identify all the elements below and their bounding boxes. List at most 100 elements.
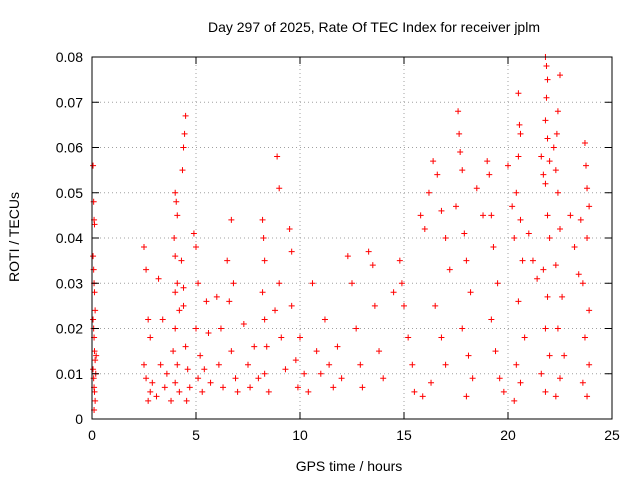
data-point <box>172 253 179 260</box>
data-point <box>338 375 345 382</box>
data-point <box>173 198 180 205</box>
data-point <box>261 316 268 323</box>
data-point <box>398 280 405 287</box>
data-point <box>359 384 366 391</box>
data-point <box>473 185 480 192</box>
data-point <box>586 307 593 314</box>
data-point <box>405 334 412 341</box>
data-point <box>543 94 550 101</box>
data-point <box>567 212 574 219</box>
data-point <box>419 393 426 400</box>
data-point <box>176 307 183 314</box>
data-point <box>519 257 526 264</box>
data-point <box>276 185 283 192</box>
data-point <box>542 117 549 124</box>
y-tick-label: 0 <box>75 411 83 427</box>
data-point <box>554 325 561 332</box>
data-point <box>245 361 251 368</box>
data-point <box>141 244 147 251</box>
data-point <box>180 284 187 291</box>
data-point <box>259 289 266 296</box>
data-point <box>425 189 432 196</box>
data-point <box>365 248 372 255</box>
data-point <box>544 293 551 300</box>
data-point <box>92 397 99 404</box>
x-tick-label: 25 <box>604 427 620 443</box>
data-point <box>546 158 553 165</box>
data-point <box>579 280 586 287</box>
x-axis-label: GPS time / hours <box>296 458 403 474</box>
data-point <box>161 384 168 391</box>
data-point <box>261 257 268 264</box>
data-point <box>575 271 582 278</box>
data-point <box>515 298 522 305</box>
data-point <box>409 361 416 368</box>
data-point <box>163 370 170 377</box>
data-point <box>484 158 491 165</box>
data-point <box>488 212 495 219</box>
data-point <box>90 316 97 323</box>
data-point <box>344 253 351 260</box>
data-point <box>172 189 179 196</box>
data-point <box>438 334 445 341</box>
data-point <box>288 302 295 309</box>
data-point <box>282 366 289 373</box>
data-point <box>170 348 177 355</box>
data-point <box>317 370 324 377</box>
data-point <box>552 167 559 174</box>
data-point <box>92 357 99 364</box>
chart-title: Day 297 of 2025, Rate Of TEC Index for r… <box>208 19 540 35</box>
data-point <box>577 216 584 223</box>
data-point <box>92 307 99 314</box>
data-point <box>180 144 187 151</box>
data-point <box>428 379 435 386</box>
data-point <box>357 361 364 368</box>
data-point <box>517 216 524 223</box>
data-point <box>584 235 591 241</box>
data-point <box>141 361 147 368</box>
data-point <box>182 343 189 350</box>
data-point <box>521 334 528 341</box>
data-point <box>286 225 293 232</box>
data-point <box>197 352 204 359</box>
y-axis-label: ROTI / TECUs <box>6 192 22 282</box>
data-point <box>480 212 487 219</box>
data-point <box>265 388 272 395</box>
data-point <box>557 72 563 79</box>
data-point <box>554 108 561 115</box>
data-point <box>195 375 202 382</box>
data-point <box>278 334 285 341</box>
data-point <box>430 158 437 165</box>
x-tick-label: 20 <box>500 427 516 443</box>
data-point <box>259 216 266 223</box>
data-point <box>432 302 439 309</box>
y-tick-label: 0.04 <box>56 230 83 246</box>
data-point <box>220 384 227 391</box>
data-point <box>411 388 418 395</box>
grid-lines <box>92 57 612 419</box>
data-point <box>145 316 152 323</box>
data-point <box>201 366 208 373</box>
data-point <box>529 257 536 264</box>
data-point <box>240 320 247 327</box>
data-point <box>586 203 593 210</box>
data-point <box>292 357 299 364</box>
data-point <box>467 289 474 296</box>
data-point <box>584 393 591 400</box>
data-point <box>207 379 214 386</box>
y-tick-label: 0.08 <box>56 49 83 65</box>
data-point <box>494 280 501 287</box>
data-point <box>538 153 545 160</box>
data-point <box>184 366 191 373</box>
data-point <box>525 230 532 237</box>
data-point <box>492 348 499 355</box>
data-point <box>143 266 150 273</box>
data-point <box>581 334 588 341</box>
data-point <box>557 375 563 382</box>
data-point <box>168 397 175 404</box>
data-point <box>272 307 279 314</box>
data-point <box>147 388 154 395</box>
data-point <box>276 280 283 287</box>
data-point <box>172 289 179 296</box>
data-point <box>213 293 220 300</box>
